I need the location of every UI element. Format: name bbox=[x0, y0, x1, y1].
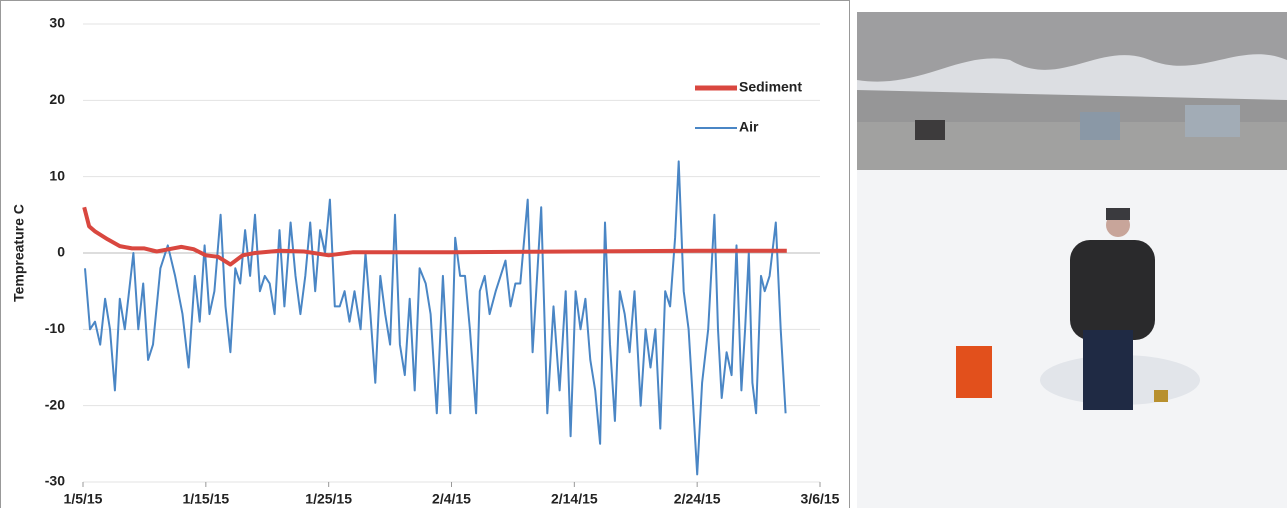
y-axis-label: Tempreature C bbox=[11, 204, 27, 302]
x-tick-label: 2/4/15 bbox=[432, 491, 471, 507]
y-tick-label: -20 bbox=[45, 396, 65, 412]
photo-shore bbox=[857, 90, 1287, 175]
y-tick-label: 0 bbox=[57, 244, 65, 260]
photo bbox=[857, 12, 1287, 508]
y-tick-label: 20 bbox=[49, 91, 65, 107]
x-tick-label: 2/24/15 bbox=[674, 491, 721, 507]
photo-person-hat bbox=[1106, 208, 1130, 220]
chart-frame bbox=[0, 0, 850, 513]
y-tick-label: 10 bbox=[49, 167, 65, 183]
photo-person bbox=[1070, 240, 1155, 340]
x-tick-label: 1/15/15 bbox=[182, 491, 229, 507]
photo-house bbox=[915, 120, 945, 140]
x-tick-label: 2/14/15 bbox=[551, 491, 598, 507]
photo-house bbox=[1080, 112, 1120, 140]
x-tick-label: 3/6/15 bbox=[801, 491, 840, 507]
photo-person-legs bbox=[1083, 330, 1133, 410]
x-tick-label: 1/25/15 bbox=[305, 491, 352, 507]
line-series bbox=[82, 206, 787, 267]
photo-bucket bbox=[956, 346, 992, 398]
photo-ice bbox=[857, 170, 1287, 508]
legend-label: Air bbox=[739, 119, 759, 135]
photo-trees bbox=[857, 12, 1287, 82]
photo-auger bbox=[1154, 390, 1168, 402]
y-tick-label: 30 bbox=[49, 15, 65, 31]
legend-label: Sediment bbox=[739, 79, 802, 95]
line-series bbox=[84, 160, 787, 476]
y-tick-label: -10 bbox=[45, 320, 65, 336]
y-tick-label: -30 bbox=[45, 473, 65, 489]
x-tick-label: 1/5/15 bbox=[64, 491, 103, 507]
photo-house bbox=[1185, 105, 1240, 137]
